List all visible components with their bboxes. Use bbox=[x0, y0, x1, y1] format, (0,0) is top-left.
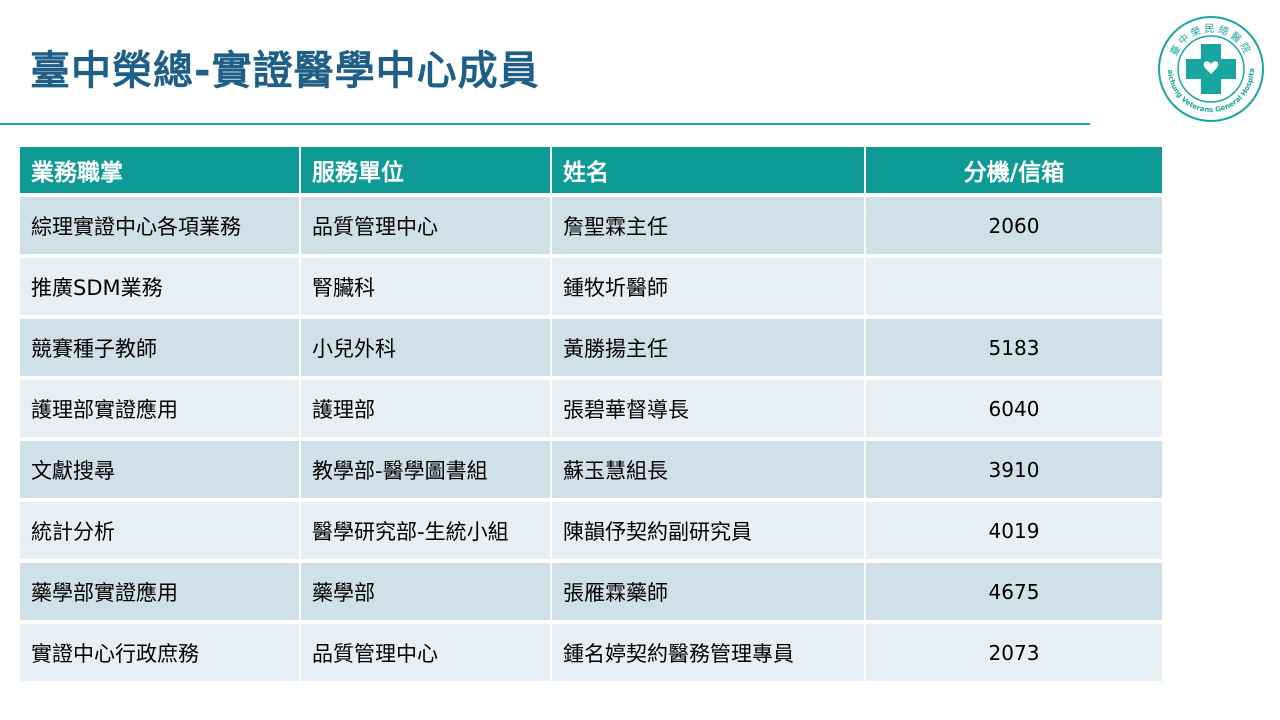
table-row: 實證中心行政庶務 品質管理中心 鍾名婷契約醫務管理專員 2073 bbox=[20, 620, 1162, 681]
cell-extension bbox=[865, 254, 1162, 317]
cell-duty: 推廣SDM業務 bbox=[20, 254, 301, 317]
cell-extension: 4675 bbox=[865, 559, 1162, 622]
table-row: 護理部實證應用 護理部 張碧華督導長 6040 bbox=[20, 376, 1162, 439]
cell-duty: 護理部實證應用 bbox=[20, 376, 301, 439]
cell-duty: 實證中心行政庶務 bbox=[20, 620, 301, 681]
table-row: 文獻搜尋 教學部-醫學圖書組 蘇玉慧組長 3910 bbox=[20, 437, 1162, 500]
members-table: 業務職掌 服務單位 姓名 分機/信箱 綜理實證中心各項業務 品質管理中心 詹聖霖… bbox=[20, 147, 1162, 681]
cell-name: 張雁霖藥師 bbox=[551, 559, 866, 622]
cell-extension: 2060 bbox=[865, 193, 1162, 256]
cell-extension: 4019 bbox=[865, 498, 1162, 561]
table-row: 藥學部實證應用 藥學部 張雁霖藥師 4675 bbox=[20, 559, 1162, 622]
cell-unit: 護理部 bbox=[300, 376, 552, 439]
cell-unit: 品質管理中心 bbox=[300, 620, 552, 681]
cell-name: 蘇玉慧組長 bbox=[551, 437, 866, 500]
cell-name: 黃勝揚主任 bbox=[551, 315, 866, 378]
table-header-row: 業務職掌 服務單位 姓名 分機/信箱 bbox=[20, 147, 1162, 195]
cell-duty: 藥學部實證應用 bbox=[20, 559, 301, 622]
cell-unit: 品質管理中心 bbox=[300, 193, 552, 256]
hospital-logo: 臺中榮民總醫院 Taichung Veterans General Hospit… bbox=[1156, 14, 1264, 122]
header-duty: 業務職掌 bbox=[20, 147, 301, 195]
cell-name: 鍾牧圻醫師 bbox=[551, 254, 866, 317]
cell-duty: 綜理實證中心各項業務 bbox=[20, 193, 301, 256]
page-title: 臺中榮總-實證醫學中心成員 bbox=[30, 48, 540, 94]
cell-extension: 6040 bbox=[865, 376, 1162, 439]
cell-extension: 2073 bbox=[865, 620, 1162, 681]
cell-name: 詹聖霖主任 bbox=[551, 193, 866, 256]
medical-cross-icon bbox=[1186, 44, 1236, 94]
cell-duty: 競賽種子教師 bbox=[20, 315, 301, 378]
cell-name: 張碧華督導長 bbox=[551, 376, 866, 439]
title-divider bbox=[0, 123, 1090, 125]
cell-unit: 小兒外科 bbox=[300, 315, 552, 378]
header-extension: 分機/信箱 bbox=[865, 147, 1162, 195]
cell-name: 鍾名婷契約醫務管理專員 bbox=[551, 620, 866, 681]
cell-unit: 藥學部 bbox=[300, 559, 552, 622]
cell-duty: 統計分析 bbox=[20, 498, 301, 561]
table-row: 綜理實證中心各項業務 品質管理中心 詹聖霖主任 2060 bbox=[20, 193, 1162, 256]
header-unit: 服務單位 bbox=[300, 147, 552, 195]
cell-unit: 腎臟科 bbox=[300, 254, 552, 317]
cell-unit: 醫學研究部-生統小組 bbox=[300, 498, 552, 561]
cell-extension: 3910 bbox=[865, 437, 1162, 500]
cell-duty: 文獻搜尋 bbox=[20, 437, 301, 500]
header-name: 姓名 bbox=[551, 147, 866, 195]
cell-extension: 5183 bbox=[865, 315, 1162, 378]
table-row: 統計分析 醫學研究部-生統小組 陳韻伃契約副研究員 4019 bbox=[20, 498, 1162, 561]
table-row: 競賽種子教師 小兒外科 黃勝揚主任 5183 bbox=[20, 315, 1162, 378]
table-row: 推廣SDM業務 腎臟科 鍾牧圻醫師 bbox=[20, 254, 1162, 317]
cell-name: 陳韻伃契約副研究員 bbox=[551, 498, 866, 561]
cell-unit: 教學部-醫學圖書組 bbox=[300, 437, 552, 500]
